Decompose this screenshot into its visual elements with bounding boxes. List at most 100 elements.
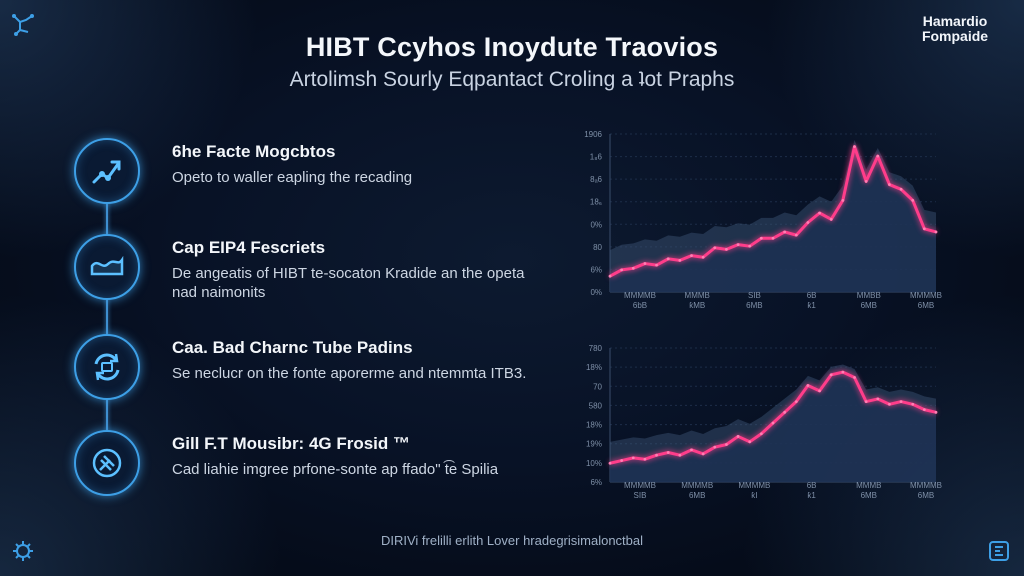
feature-icon-circle [74, 138, 140, 204]
x-tick-label: MMMMB [910, 291, 942, 300]
feature-title: 6he Facte Mogcbtos [172, 142, 336, 161]
y-tick-label: 0% [590, 288, 602, 297]
data-point [794, 233, 798, 237]
x-tick-label: MMMMB [738, 481, 770, 490]
data-point [748, 440, 752, 444]
data-point [922, 227, 926, 231]
feature-description: Cad liahie imgree prfone-sonte ap ffado"… [172, 461, 499, 478]
wave-chart-icon [90, 255, 124, 276]
y-tick-label: 780 [589, 344, 603, 353]
data-point [794, 400, 798, 403]
data-point [678, 259, 682, 262]
x-tick-label: MMMB [685, 291, 710, 300]
data-point [713, 445, 717, 449]
data-point [783, 410, 787, 414]
x-tick-label: MMMB [856, 481, 881, 490]
data-point [643, 457, 647, 461]
data-point [771, 236, 775, 240]
data-point [818, 211, 821, 215]
data-point [922, 408, 926, 412]
data-point [911, 198, 915, 202]
footer-text: DIRIVi frelilli erlith Lover hradegrisim… [380, 533, 644, 548]
gear-icon [13, 541, 33, 561]
data-point [864, 400, 868, 403]
data-point [771, 421, 775, 425]
brand-logo: Hamardio Fompaide [900, 14, 1010, 44]
feature-description: De angeatis of HIBT te-socaton Kradide a… [172, 265, 525, 301]
x-tick-label: MMMMB [624, 291, 656, 300]
y-tick-label: 70 [593, 382, 602, 391]
feature-title: Cap EIP4 Fescriets [172, 238, 326, 257]
data-point [888, 183, 891, 186]
data-point [864, 180, 868, 183]
x-tick-label: ƙI [751, 491, 757, 500]
y-tick-label: 0% [590, 220, 602, 229]
data-point [829, 373, 833, 377]
x-tick-label: MMMMB [910, 481, 942, 490]
data-point [853, 376, 856, 379]
feature-icon-circle [74, 334, 140, 400]
compass-icon [92, 448, 122, 478]
x-tick-label: ƙ1 [807, 301, 816, 310]
chart-top: 1906 1₈6 8ₐ6 18₆ 0% 80 6% 0% MMMMB 6bB MMMB ƙMB SIB 6… [574, 126, 950, 332]
y-tick-label: 6% [590, 478, 602, 487]
x-tick-label: 6MB [689, 491, 705, 500]
x-tick-label: 6MB [918, 491, 934, 500]
cycle-icon [94, 353, 120, 381]
x-tick-label: SIB [748, 291, 761, 300]
y-tick-label: 80 [593, 243, 602, 252]
x-tick-label: ƙ1 [807, 491, 816, 500]
data-point [725, 443, 728, 446]
data-point [853, 145, 856, 149]
x-tick-label: 6MB [918, 301, 934, 310]
feature-item: 6he Facte Mogcbtos Opeto to waller eapli… [74, 138, 534, 214]
brand-line-1: Hamardio [922, 13, 988, 29]
data-point [631, 266, 635, 270]
data-point [748, 244, 752, 248]
x-tick-label: 6B [807, 481, 817, 490]
data-point [841, 370, 845, 374]
data-point [911, 402, 915, 406]
feature-title: Caa. Bad Charnc Tube Padins [172, 338, 413, 357]
x-tick-label: 6bB [633, 301, 647, 310]
data-point [818, 389, 821, 393]
data-point [655, 453, 658, 457]
x-tick-label: 6MB [861, 301, 877, 310]
data-point [620, 459, 624, 462]
y-tick-label: 1906 [584, 130, 602, 139]
data-point [841, 198, 845, 202]
x-tick-label: 6MB [861, 491, 877, 500]
data-point [876, 397, 880, 401]
y-tick-label: 8ₐ6 [590, 175, 602, 184]
data-point [888, 402, 891, 406]
data-point [725, 247, 728, 251]
data-point [678, 453, 682, 457]
y-tick-label: 18₆ [590, 198, 602, 207]
feature-description: Opeto to waller eapling the recading [172, 169, 413, 186]
page-subtitle: Artolimsh Sourly Eqpantact Croling a ʇot… [289, 68, 735, 91]
feature-title: Gill F.T Mousibr: 4G Frosid ™ [172, 434, 411, 453]
x-tick-label: ƙMB [689, 301, 705, 310]
feature-icon-circle [74, 430, 140, 496]
y-tick-label: 1₈6 [590, 153, 603, 162]
x-tick-label: MMBB [857, 291, 881, 300]
y-tick-label: 18% [586, 421, 602, 430]
data-point [899, 187, 903, 191]
data-point [759, 432, 763, 436]
data-point [701, 255, 705, 259]
route-icon [92, 160, 121, 184]
data-point [608, 274, 612, 278]
feature-description: Se neclucr on the fonte aporerme and nte… [172, 365, 527, 382]
data-point [643, 262, 647, 265]
feature-item: Cap EIP4 Fescriets De angeatis of HIBT t… [74, 234, 534, 310]
x-tick-label: 6MB [746, 301, 762, 310]
data-point [806, 384, 810, 387]
data-point [876, 154, 880, 158]
data-point [608, 461, 612, 465]
data-point [620, 268, 624, 272]
feature-item: Caa. Bad Charnc Tube Padins Se neclucr o… [74, 334, 534, 410]
data-point [934, 410, 938, 414]
data-point [713, 246, 717, 250]
